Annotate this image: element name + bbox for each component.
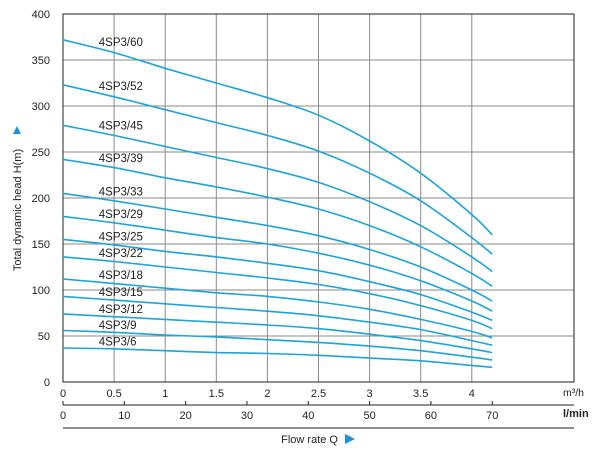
x-tick-label-m3h: 2 — [264, 388, 270, 400]
grid — [63, 14, 574, 382]
curve-4sp3-39 — [62, 158, 493, 287]
series-label: 4SP3/15 — [99, 287, 143, 299]
series-label: 4SP3/18 — [99, 270, 143, 282]
x-tick-label-m3h: 4 — [469, 388, 475, 400]
series-label: 4SP3/12 — [99, 304, 143, 316]
curve-4sp3-22 — [62, 256, 493, 330]
x-tick-label-m3h: 2.5 — [311, 388, 326, 400]
x-tick-label-m3h: 3 — [367, 388, 373, 400]
series-labels: 4SP3/60 4SP3/52 4SP3/45 4SP3/39 4SP3/33 4SP3/… — [99, 37, 143, 349]
curve-4sp3-52 — [62, 84, 493, 255]
x-tick-label-lmin: 40 — [302, 410, 314, 422]
curve-4sp3-29 — [62, 215, 493, 312]
x-tick-label-m3h: 0.5 — [106, 388, 121, 400]
x-axis-arrow-icon — [345, 434, 355, 444]
series-label: 4SP3/45 — [99, 120, 143, 132]
series-label: 4SP3/29 — [99, 209, 143, 221]
y-tick-label: 250 — [32, 147, 50, 159]
y-axis-arrow-icon — [13, 126, 21, 134]
x-tick-label-m3h: 3.5 — [413, 388, 428, 400]
y-tick-label: 100 — [32, 285, 50, 297]
curve-4sp3-9 — [62, 329, 493, 361]
series-label: 4SP3/25 — [99, 231, 143, 243]
curve-4sp3-18 — [62, 278, 493, 339]
series-label: 4SP3/39 — [99, 153, 143, 165]
x-tick-label-lmin: 0 — [60, 410, 66, 422]
x-tick-label-lmin: 30 — [241, 410, 253, 422]
y-tick-label: 150 — [32, 239, 50, 251]
y-tick-label: 300 — [32, 101, 50, 113]
y-tick-label: 50 — [38, 331, 50, 343]
curve-4sp3-45 — [62, 124, 493, 273]
curve-4sp3-25 — [62, 238, 493, 322]
x-tick-label-lmin: 10 — [118, 410, 130, 422]
series-label: 4SP3/22 — [99, 248, 143, 260]
x-axis-title: Flow rate Q — [281, 434, 338, 446]
series-label: 4SP3/52 — [99, 81, 143, 93]
x-unit-bottom: l/min — [563, 408, 589, 420]
y-tick-label: 350 — [32, 55, 50, 67]
x-unit-top: m³/h — [563, 387, 584, 399]
curve-4sp3-15 — [62, 295, 493, 346]
series-label: 4SP3/60 — [99, 37, 143, 49]
series-label: 4SP3/9 — [99, 320, 137, 332]
x-tick-label-m3h: 1 — [162, 388, 168, 400]
y-tick-label: 200 — [32, 193, 50, 205]
x-tick-label-lmin: 60 — [425, 410, 437, 422]
x-tick-label-m3h: 0 — [60, 388, 66, 400]
curve-4sp3-60 — [62, 39, 493, 236]
y-tick-label: 400 — [32, 9, 50, 21]
series-label: 4SP3/6 — [99, 337, 137, 349]
x-tick-label-m3h: 1.5 — [209, 388, 224, 400]
curve-4sp3-12 — [62, 313, 493, 354]
curves — [62, 39, 493, 369]
y-axis-title: Total dynamic head H(m) — [12, 149, 24, 271]
series-label: 4SP3/33 — [99, 187, 143, 199]
x-tick-label-lmin: 50 — [363, 410, 375, 422]
curve-4sp3-33 — [62, 192, 493, 302]
y-axis-title-group: Total dynamic head H(m) — [12, 126, 24, 271]
x-tick-label-lmin: 70 — [486, 410, 498, 422]
x-tick-label-lmin: 20 — [180, 410, 192, 422]
ticks: 0 0.5 1 1.5 2 2.5 3 3.5 405010015020025030035040… — [32, 9, 574, 422]
curve-4sp3-6 — [62, 347, 493, 369]
y-tick-label: 0 — [44, 377, 50, 389]
plot-frame — [62, 13, 575, 383]
